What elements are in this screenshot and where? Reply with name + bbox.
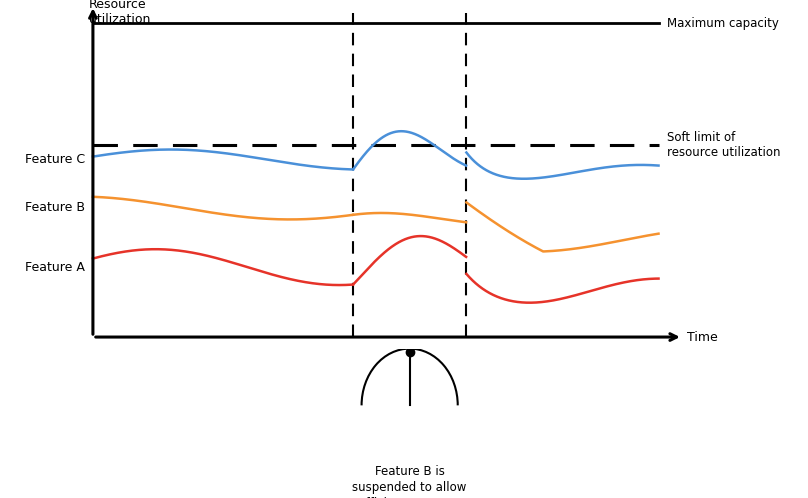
Text: Feature B: Feature B: [25, 202, 85, 215]
Text: Resource
utilization: Resource utilization: [89, 0, 150, 26]
Text: Feature A: Feature A: [25, 260, 85, 273]
Text: Time: Time: [687, 331, 718, 344]
Text: T2: T2: [458, 359, 474, 372]
Text: Soft limit of
resource utilization: Soft limit of resource utilization: [667, 131, 780, 159]
Text: Maximum capacity: Maximum capacity: [667, 17, 778, 30]
Text: T1: T1: [345, 359, 361, 372]
Text: Feature B is
suspended to allow
sufficient resources
for applications to use
Fea: Feature B is suspended to allow sufficie…: [339, 465, 481, 498]
Text: Feature C: Feature C: [25, 153, 85, 166]
